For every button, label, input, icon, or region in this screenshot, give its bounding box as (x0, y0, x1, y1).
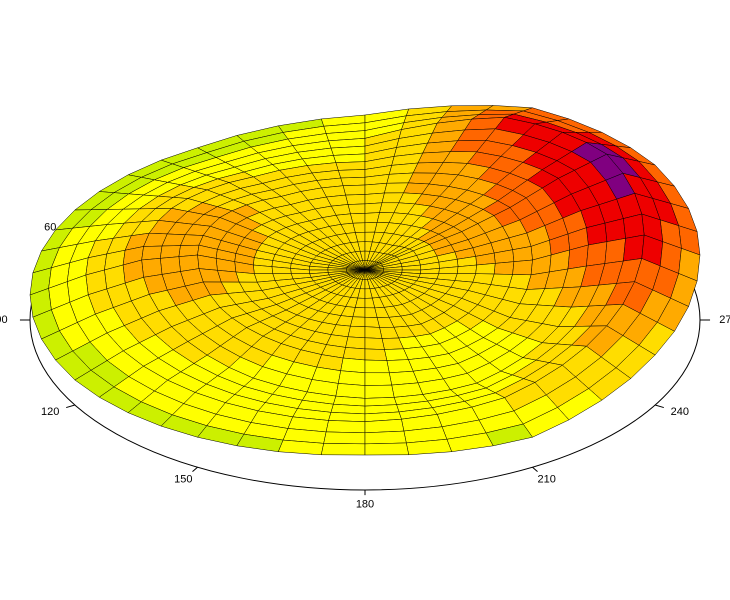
surface-cell (364, 337, 385, 350)
surface-cell (141, 258, 163, 278)
surface-cell (321, 443, 366, 456)
surface-cell (328, 412, 366, 422)
surface-cell (347, 203, 366, 215)
angle-tick-label: 240 (671, 406, 689, 418)
surface-cell (345, 194, 366, 205)
surface-cell (325, 420, 366, 434)
surface-cell (340, 357, 366, 374)
angle-tick (66, 404, 76, 409)
surface-cell (475, 263, 496, 275)
surface-cell (512, 259, 533, 276)
surface-cell (493, 261, 515, 275)
surface-cell (623, 213, 645, 239)
surface-cell (364, 348, 388, 361)
surface-cell (345, 336, 366, 350)
surface-cell (364, 430, 407, 445)
surface-cell (338, 169, 366, 179)
surface-cell (160, 245, 181, 259)
surface-cell (364, 442, 409, 456)
angle-tick (654, 404, 664, 409)
surface-cell (335, 383, 366, 399)
surface-cell (352, 307, 366, 318)
angle-tick-label: 150 (174, 474, 192, 486)
surface-cell (364, 326, 383, 339)
surface-cell (335, 161, 366, 171)
angle-tick-label: 270 (719, 314, 730, 326)
surface-cell (364, 182, 388, 195)
surface-cell (338, 370, 366, 386)
surface-cell (347, 325, 366, 339)
surface-cell (604, 238, 626, 264)
angle-tick-label: 60 (44, 222, 56, 234)
surface-cell (586, 241, 608, 267)
surface-cell (340, 176, 366, 186)
angle-tick-label: 210 (538, 474, 556, 486)
surface-cell (141, 245, 163, 261)
angle-tick-label: 120 (41, 406, 59, 418)
surface-cell (253, 264, 273, 274)
surface-cell (457, 264, 477, 274)
angle-tick-label: 180 (356, 498, 374, 510)
surface-cell (364, 202, 383, 214)
surface-cell (333, 153, 366, 163)
angle-tick (532, 466, 538, 473)
surface-cell (623, 234, 645, 262)
angle-tick (192, 466, 198, 473)
surface-cell (235, 271, 258, 283)
surface-cell (350, 316, 366, 327)
surface-cell (364, 372, 392, 386)
surface-cell (323, 431, 366, 445)
surface-cell (342, 184, 366, 196)
surface-cell (364, 359, 390, 374)
angle-tick-label: 90 (0, 314, 8, 326)
surface-cell (364, 384, 395, 399)
surface-cell (364, 418, 405, 434)
surface-cell (386, 359, 414, 374)
surface-cell (364, 192, 385, 205)
surface-cell (364, 316, 380, 328)
